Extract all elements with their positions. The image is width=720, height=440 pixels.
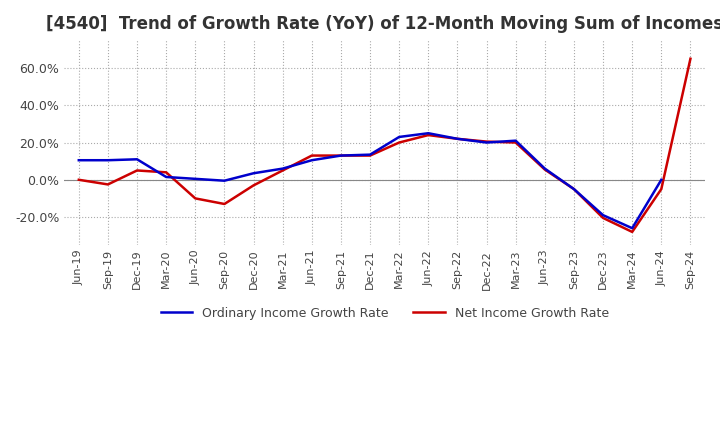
Ordinary Income Growth Rate: [162, 174, 171, 180]
Net Income Growth Rate: [482, 139, 491, 144]
Net Income Growth Rate: [162, 170, 171, 175]
Net Income Growth Rate: [191, 196, 199, 201]
Net Income Growth Rate: [220, 202, 229, 207]
Net Income Growth Rate: [570, 187, 578, 192]
Net Income Growth Rate: [307, 153, 316, 158]
Net Income Growth Rate: [249, 183, 258, 188]
Net Income Growth Rate: [453, 136, 462, 141]
Ordinary Income Growth Rate: [395, 134, 403, 139]
Line: Ordinary Income Growth Rate: Ordinary Income Growth Rate: [78, 133, 661, 228]
Net Income Growth Rate: [686, 56, 695, 61]
Legend: Ordinary Income Growth Rate, Net Income Growth Rate: Ordinary Income Growth Rate, Net Income …: [156, 302, 613, 325]
Ordinary Income Growth Rate: [541, 166, 549, 171]
Ordinary Income Growth Rate: [191, 176, 199, 181]
Ordinary Income Growth Rate: [570, 187, 578, 192]
Title: [4540]  Trend of Growth Rate (YoY) of 12-Month Moving Sum of Incomes: [4540] Trend of Growth Rate (YoY) of 12-…: [46, 15, 720, 33]
Ordinary Income Growth Rate: [279, 166, 287, 171]
Ordinary Income Growth Rate: [366, 152, 374, 157]
Net Income Growth Rate: [599, 215, 608, 220]
Ordinary Income Growth Rate: [132, 157, 141, 162]
Ordinary Income Growth Rate: [249, 171, 258, 176]
Net Income Growth Rate: [74, 177, 83, 183]
Ordinary Income Growth Rate: [307, 158, 316, 163]
Ordinary Income Growth Rate: [628, 226, 636, 231]
Ordinary Income Growth Rate: [337, 153, 346, 158]
Ordinary Income Growth Rate: [482, 140, 491, 145]
Net Income Growth Rate: [511, 140, 520, 145]
Ordinary Income Growth Rate: [104, 158, 112, 163]
Ordinary Income Growth Rate: [424, 131, 433, 136]
Ordinary Income Growth Rate: [453, 136, 462, 141]
Ordinary Income Growth Rate: [74, 158, 83, 163]
Ordinary Income Growth Rate: [511, 138, 520, 143]
Ordinary Income Growth Rate: [599, 213, 608, 218]
Line: Net Income Growth Rate: Net Income Growth Rate: [78, 59, 690, 232]
Net Income Growth Rate: [366, 153, 374, 158]
Ordinary Income Growth Rate: [657, 177, 665, 183]
Net Income Growth Rate: [628, 229, 636, 235]
Net Income Growth Rate: [279, 168, 287, 173]
Net Income Growth Rate: [104, 182, 112, 187]
Net Income Growth Rate: [424, 132, 433, 138]
Net Income Growth Rate: [337, 153, 346, 158]
Net Income Growth Rate: [541, 167, 549, 172]
Net Income Growth Rate: [132, 168, 141, 173]
Net Income Growth Rate: [395, 140, 403, 145]
Net Income Growth Rate: [657, 187, 665, 192]
Ordinary Income Growth Rate: [220, 178, 229, 183]
